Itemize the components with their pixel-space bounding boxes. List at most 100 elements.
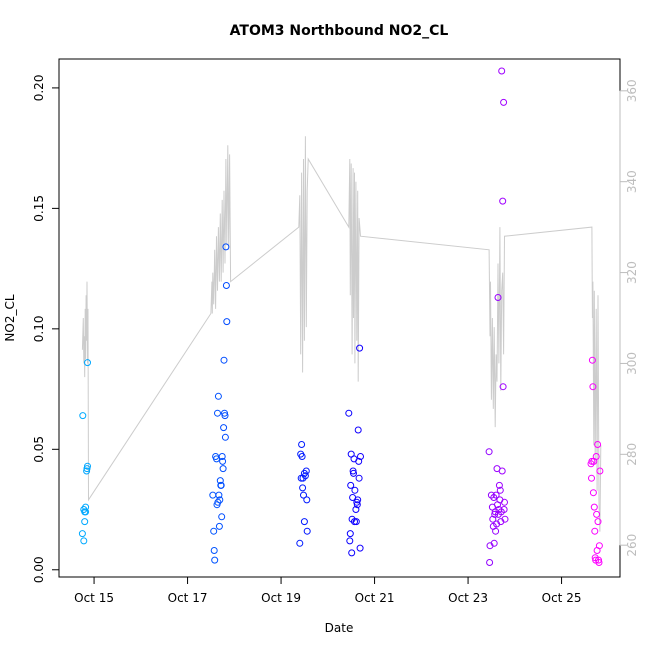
y-axis-label: NO2_CL	[3, 294, 17, 341]
data-point	[296, 539, 304, 547]
x-tick-label: Oct 21	[355, 591, 395, 605]
data-point	[595, 559, 603, 566]
data-point	[353, 501, 361, 509]
data-point	[219, 457, 227, 465]
y2-axis: 260 280 300 320 340 360	[619, 79, 639, 557]
data-point	[499, 383, 507, 391]
data-point	[79, 412, 87, 420]
data-point	[213, 455, 220, 463]
data-point	[81, 518, 89, 526]
data-point	[298, 453, 306, 460]
data-point	[221, 433, 229, 441]
data-point	[346, 537, 354, 545]
data-point	[355, 474, 363, 482]
data-point	[83, 467, 91, 475]
data-point	[298, 441, 306, 448]
data-point	[220, 424, 228, 432]
y-tick-label: 0.00	[32, 556, 46, 583]
data-point	[218, 453, 226, 460]
data-point	[84, 359, 91, 367]
data-point	[490, 539, 498, 547]
x-tick-label: Oct 17	[168, 591, 208, 605]
data-point	[209, 491, 217, 499]
x-axis: Oct 15 Oct 17 Oct 19 Oct 21 Oct 23 Oct 25	[74, 576, 582, 605]
data-point	[211, 556, 219, 564]
data-point	[220, 356, 228, 364]
data-point	[354, 496, 362, 504]
data-point	[210, 547, 218, 554]
data-point	[486, 559, 494, 566]
data-point	[214, 392, 222, 400]
data-point	[352, 506, 360, 513]
secondary-series-layer	[81, 136, 602, 532]
x-axis-label: Date	[325, 621, 354, 635]
data-point	[490, 494, 498, 501]
data-point	[84, 462, 91, 470]
data-point	[589, 489, 597, 497]
data-point	[349, 467, 357, 475]
data-point	[299, 484, 307, 492]
data-point	[221, 412, 229, 420]
data-point	[302, 467, 310, 475]
data-point	[596, 467, 604, 475]
plot-frame	[58, 58, 621, 578]
x-tick-label: Oct 19	[261, 591, 301, 605]
x-tick-label: Oct 25	[542, 591, 582, 605]
y2-tick-label: 260	[625, 534, 639, 557]
data-point	[216, 477, 224, 485]
data-point	[592, 453, 600, 460]
data-point	[594, 518, 602, 526]
data-point	[500, 506, 508, 513]
data-point	[352, 518, 360, 526]
data-point	[351, 486, 359, 494]
data-point	[593, 510, 601, 518]
data-point	[489, 515, 497, 523]
data-point	[357, 453, 364, 460]
y2-tick-label: 300	[625, 352, 639, 375]
data-point	[356, 344, 364, 352]
data-point	[500, 98, 508, 106]
data-point	[591, 527, 599, 535]
data-point	[346, 530, 354, 538]
y-tick-label: 0.20	[32, 75, 46, 102]
data-point	[491, 510, 499, 518]
data-point	[492, 491, 500, 499]
data-point	[222, 282, 230, 289]
data-point	[498, 67, 506, 75]
data-point	[492, 527, 500, 535]
y-axis: 0.00 0.05 0.10 0.15 0.20	[32, 75, 60, 583]
data-point	[215, 522, 223, 530]
data-point	[301, 472, 309, 480]
data-point	[590, 503, 598, 511]
data-point	[501, 498, 508, 506]
data-point	[82, 508, 90, 516]
data-point	[303, 496, 311, 504]
y2-tick-label: 360	[625, 79, 639, 102]
chart-title: ATOM3 Northbound NO2_CL	[230, 23, 449, 39]
data-point	[214, 409, 221, 417]
data-point	[588, 474, 595, 482]
data-point	[215, 491, 223, 499]
data-point	[217, 481, 225, 489]
data-point	[80, 537, 88, 545]
data-point	[78, 530, 86, 538]
data-point	[499, 197, 507, 205]
data-point	[494, 294, 502, 301]
y-tick-label: 0.05	[32, 436, 46, 463]
data-point	[354, 426, 362, 434]
data-point	[588, 356, 596, 364]
data-point	[223, 318, 231, 326]
data-point	[210, 527, 218, 535]
data-point	[594, 441, 602, 448]
data-point	[348, 549, 356, 557]
data-point	[219, 465, 227, 473]
data-point	[350, 469, 357, 477]
data-point	[595, 542, 603, 550]
data-point	[216, 496, 224, 504]
data-point	[303, 527, 311, 535]
data-point	[495, 481, 503, 489]
data-point	[485, 448, 493, 456]
data-point	[487, 491, 495, 499]
y-tick-label: 0.15	[32, 195, 46, 222]
